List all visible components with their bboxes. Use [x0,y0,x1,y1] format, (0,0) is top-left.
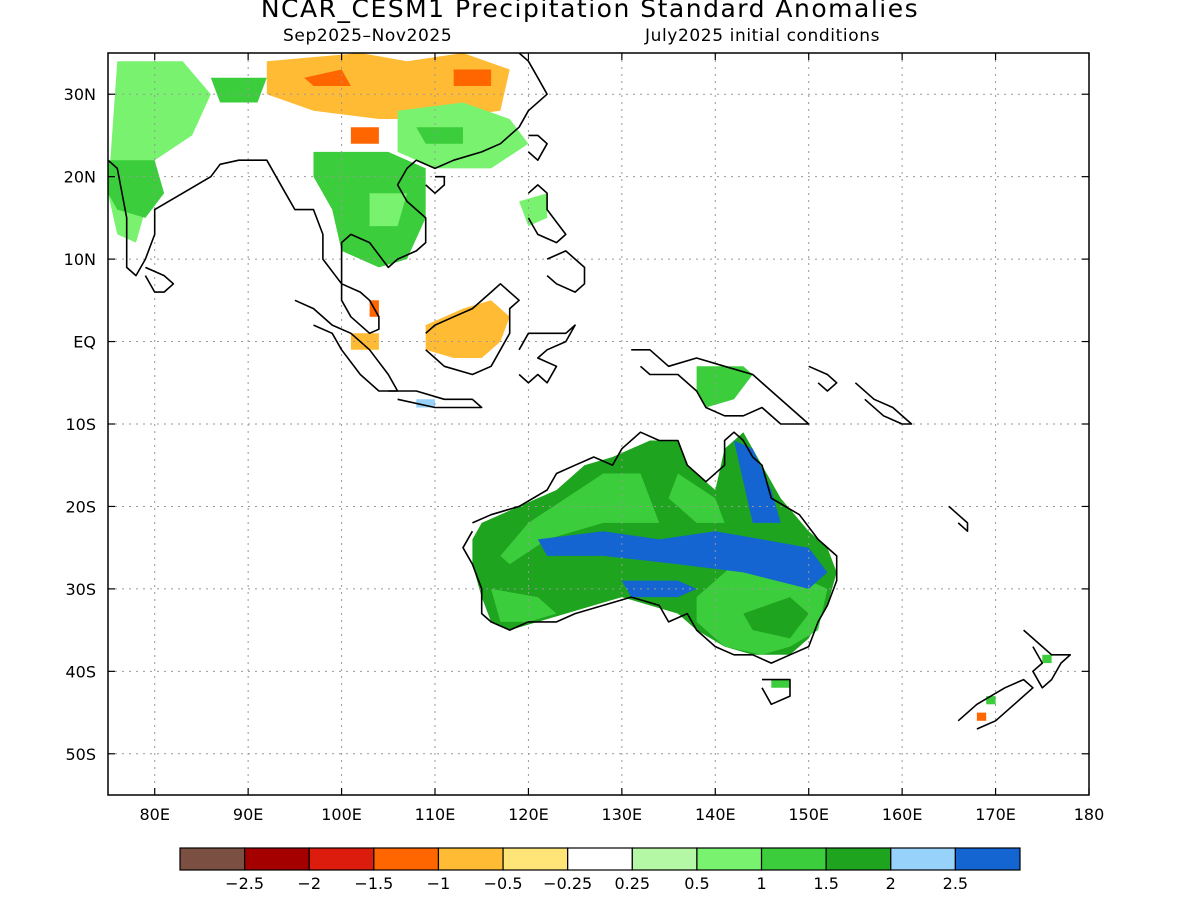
anomaly-region-16 [696,366,753,408]
colorbar-swatch-10 [825,847,892,871]
colorbar-label-11: 2.5 [943,874,968,893]
lat-label-20N: 20N [64,168,96,187]
anomaly-region-6 [350,127,379,144]
anomaly-region-5 [453,69,492,86]
colorbar-label-6: 0.25 [614,874,650,893]
coastline-11 [462,431,838,664]
colorbar-label-3: −1 [427,874,451,893]
colorbar-label-4: −0.5 [484,874,523,893]
anomaly-region-4 [304,69,351,86]
colorbar-swatch-0 [179,847,246,871]
colorbar-swatch-11 [890,847,956,871]
lat-label-50S: 50S [65,745,96,764]
colorbar-label-8: 1 [756,874,766,893]
anomaly-region-0 [108,61,211,243]
colorbar-label-2: −1.5 [354,874,393,893]
lon-label-100E: 100E [321,805,362,824]
coastline-7 [518,324,576,384]
colorbar: −2.5 −2 −1.5 −1 −0.5 −0.25 0.25 0.5 1 1.5 2 2.5 [179,847,1021,893]
anomaly-layer [108,53,1052,721]
coastline-layer [108,53,1072,730]
coastline-14 [957,678,1034,730]
anomaly-region-14 [350,333,379,350]
anomaly-region-24 [621,580,697,598]
grid-layer [108,53,1089,795]
lat-label-30N: 30N [64,85,96,104]
lon-label-120E: 120E [508,805,549,824]
lat-label-20S: 20S [65,497,96,516]
anomaly-region-8 [416,127,463,144]
coastline-4 [294,299,399,392]
colorbar-label-10: 2 [886,874,896,893]
axis-ticks: 30N 20N 10N EQ 10S 20S 30S 40S 50S 80E 90E 100E 110E… [64,53,1105,824]
anomaly-region-2 [210,77,267,103]
lon-label-160E: 160E [882,805,923,824]
colorbar-swatch-12 [954,847,1021,871]
coastline-8 [527,184,567,244]
colorbar-swatch-5 [502,847,569,871]
anomaly-region-11 [425,300,510,358]
anomaly-region-27 [1042,654,1052,664]
lon-label-130E: 130E [602,805,643,824]
lon-label-140E: 140E [695,805,736,824]
lon-label-110E: 110E [415,805,456,824]
anomaly-region-22 [734,440,781,523]
season-subtitle: Sep2025–Nov2025 [283,26,453,46]
coastline-17 [808,365,838,392]
anomaly-region-19 [668,473,725,523]
coastline-15 [948,505,969,533]
initial-conditions-subtitle: July2025 initial conditions [645,26,881,46]
anomaly-region-10 [369,193,407,227]
lat-label-10S: 10S [65,415,96,434]
lon-label-150E: 150E [788,805,829,824]
lat-label-30S: 30S [65,580,96,599]
coastline-12 [761,678,791,706]
coastline-2 [425,175,446,194]
coastline-6 [425,282,520,376]
lon-label-170E: 170E [975,805,1016,824]
lon-label-90E: 90E [233,805,263,824]
coastline-1 [144,266,175,293]
coastline-13 [1023,629,1072,689]
colorbar-swatch-7 [631,847,698,871]
lat-label-EQ: EQ [73,333,96,352]
coastline-9 [546,250,586,293]
colorbar-label-1: −2 [297,874,321,893]
anomaly-region-12 [519,193,548,227]
colorbar-label-7: 0.5 [684,874,709,893]
colorbar-swatch-9 [760,847,827,871]
anomaly-region-21 [491,588,557,622]
colorbar-label-0: −2.5 [225,874,264,893]
colorbar-swatch-3 [373,847,440,871]
anomaly-region-28 [976,712,987,721]
anomaly-region-1 [108,160,165,218]
coastline-0 [108,53,548,335]
colorbar-label-9: 1.5 [813,874,838,893]
colorbar-swatch-1 [244,847,310,871]
map-title: NCAR_CESM1 Precipitation Standard Anomal… [260,0,920,23]
lon-label-80E: 80E [139,805,169,824]
anomaly-region-26 [771,679,790,688]
colorbar-label-5: −0.25 [543,874,592,893]
coastline-3 [527,134,548,161]
lon-label-180: 180 [1074,805,1105,824]
colorbar-swatch-2 [308,847,375,871]
colorbar-swatch-8 [696,847,763,871]
lat-label-40S: 40S [65,662,96,681]
colorbar-swatch-6 [567,847,633,871]
coastline-5 [388,390,483,409]
anomaly-region-23 [537,531,828,589]
anomaly-region-15 [416,399,435,408]
coastline-16 [854,382,913,425]
colorbar-swatch-4 [437,847,504,871]
lat-label-10N: 10N [64,250,96,269]
anomaly-region-3 [266,53,510,119]
coastline-10 [631,348,810,425]
anomaly-region-25 [743,597,809,639]
